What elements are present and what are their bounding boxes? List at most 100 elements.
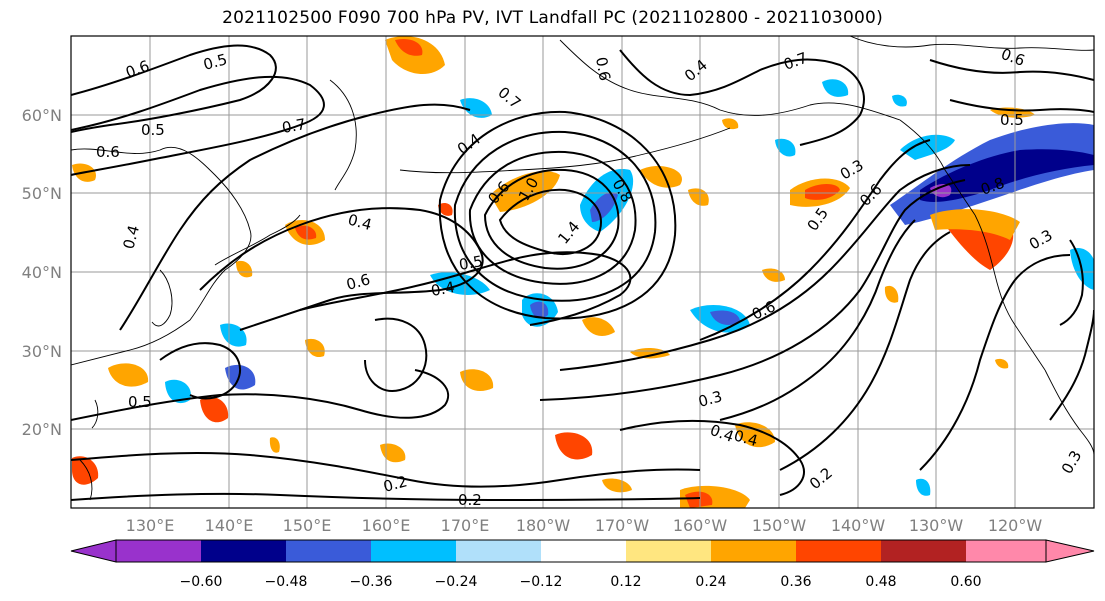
shading-dblue-hawaii bbox=[710, 310, 740, 325]
contour-line bbox=[438, 110, 677, 320]
contour-line bbox=[539, 179, 966, 401]
lon-label: 160°E bbox=[362, 516, 411, 535]
colorbar-tick-label: −0.12 bbox=[520, 574, 563, 590]
contour-label: 0.6 bbox=[96, 143, 120, 161]
lat-label: 20°N bbox=[22, 420, 62, 439]
colorbar-tick-label: −0.36 bbox=[350, 574, 393, 590]
colorbar: −0.60 −0.48 −0.36 −0.24 −0.12 0.12 0.24 … bbox=[70, 539, 1095, 590]
shading-orange-7 bbox=[72, 456, 99, 485]
shading-orange-gulf bbox=[640, 165, 682, 188]
contour-label: 0.7 bbox=[281, 115, 308, 137]
colorbar-tick-label: −0.48 bbox=[265, 574, 308, 590]
shading-dblue-center bbox=[590, 192, 618, 222]
pv-shading bbox=[72, 36, 1094, 508]
contour-label: 0.6 bbox=[344, 270, 372, 294]
contour-line bbox=[619, 419, 805, 496]
coast-bc bbox=[899, 119, 976, 216]
shading-cyan-27 bbox=[775, 138, 796, 157]
coast-asia bbox=[71, 146, 252, 366]
contour-line bbox=[71, 492, 701, 502]
lat-label: 40°N bbox=[22, 263, 62, 282]
contour-line bbox=[1049, 309, 1094, 421]
coast-mexico bbox=[1044, 369, 1094, 456]
shading-cyan-12 bbox=[460, 98, 492, 118]
colorbar-segment bbox=[626, 540, 711, 562]
colorbar-min-extend bbox=[70, 539, 117, 563]
contour-line bbox=[699, 139, 931, 341]
shading-cyan-28 bbox=[892, 94, 907, 107]
contour-label: 0.5 bbox=[128, 393, 152, 411]
contour-line bbox=[159, 342, 241, 400]
lon-label: 140°W bbox=[831, 516, 886, 535]
colorbar-segment bbox=[541, 540, 626, 562]
contour-line bbox=[498, 188, 602, 255]
contour-label: 0.4 bbox=[430, 278, 457, 300]
lon-label: 130°W bbox=[909, 516, 964, 535]
coast-japan bbox=[214, 214, 301, 266]
lon-label: 150°E bbox=[283, 516, 332, 535]
shading-navy-pnw bbox=[920, 149, 1094, 202]
shading-orange-14 bbox=[236, 260, 253, 278]
lon-label: 120°W bbox=[988, 516, 1043, 535]
contour-label: 0.5 bbox=[141, 121, 165, 139]
contour-label: 0.4 bbox=[732, 426, 760, 450]
shading-orange-9 bbox=[582, 317, 615, 336]
contour-line bbox=[364, 317, 428, 392]
contour-line bbox=[468, 150, 637, 285]
shading-red-2 bbox=[200, 396, 229, 423]
colorbar-segment bbox=[371, 540, 456, 562]
colorbar-segment bbox=[201, 540, 286, 562]
contour-label: 0.4 bbox=[346, 210, 374, 234]
lon-label: 150°W bbox=[752, 516, 807, 535]
shading-orange-4 bbox=[555, 432, 593, 460]
colorbar-segment bbox=[881, 540, 966, 562]
map-border bbox=[70, 35, 1095, 509]
contour-line bbox=[929, 59, 1094, 81]
coast-alaska bbox=[559, 39, 901, 121]
contour-label: 0.2 bbox=[381, 472, 409, 496]
colorbar-tick-label: 0.12 bbox=[610, 574, 641, 590]
shading-orange-3 bbox=[460, 369, 494, 392]
shading-red-east bbox=[805, 184, 840, 200]
contour-label: 0.4 bbox=[119, 223, 143, 251]
colorbar-segment bbox=[286, 540, 371, 562]
contour-line bbox=[559, 164, 971, 371]
contour-line bbox=[1059, 239, 1084, 326]
colorbar-tick-label: 0.36 bbox=[780, 574, 811, 590]
lon-label: 130°E bbox=[126, 516, 175, 535]
shading-orange-25 bbox=[602, 478, 632, 493]
shading-orange-pnw bbox=[930, 209, 1020, 240]
coastlines bbox=[71, 36, 1094, 501]
contour-line bbox=[949, 99, 1094, 113]
colorbar-tick-label: 0.48 bbox=[865, 574, 896, 590]
contour-line bbox=[483, 168, 620, 270]
shading-purple-pnw bbox=[930, 184, 952, 198]
lon-label: 160°W bbox=[673, 516, 728, 535]
coast-kamchatka bbox=[329, 79, 357, 191]
contour-line bbox=[71, 75, 325, 176]
map-title: 2021102500 F090 700 hPa PV, IVT Landfall… bbox=[222, 8, 883, 28]
contour-label: 0.5 bbox=[201, 50, 229, 74]
contour-label: 0.5 bbox=[1000, 111, 1024, 129]
contour-line bbox=[619, 49, 865, 146]
shading-orange-23 bbox=[438, 203, 453, 216]
colorbar-segment-max bbox=[966, 540, 1046, 562]
shading-orange-2 bbox=[108, 363, 149, 387]
contour-line bbox=[119, 103, 471, 331]
colorbar-outline bbox=[115, 539, 1047, 563]
latitude-labels: 60°N 50°N 40°N 30°N 20°N bbox=[22, 106, 62, 439]
colorbar-tick-label: −0.24 bbox=[435, 574, 478, 590]
longitude-labels: 130°E 140°E 150°E 160°E 170°E 180°W 170°… bbox=[126, 516, 1043, 535]
coast-korea bbox=[151, 269, 173, 327]
shading-cyan-sw bbox=[165, 379, 191, 404]
contour-line bbox=[71, 44, 277, 133]
colorbar-max-extend bbox=[1045, 539, 1095, 563]
shading-blue-sw bbox=[225, 364, 256, 390]
contour-label: 0.5 bbox=[458, 252, 485, 274]
shading-cyan-11 bbox=[822, 79, 849, 97]
contour-line bbox=[719, 219, 916, 421]
shading-blue-22 bbox=[916, 478, 931, 496]
coast-aleutians bbox=[399, 127, 731, 174]
contour-label: 0.2 bbox=[458, 491, 482, 509]
